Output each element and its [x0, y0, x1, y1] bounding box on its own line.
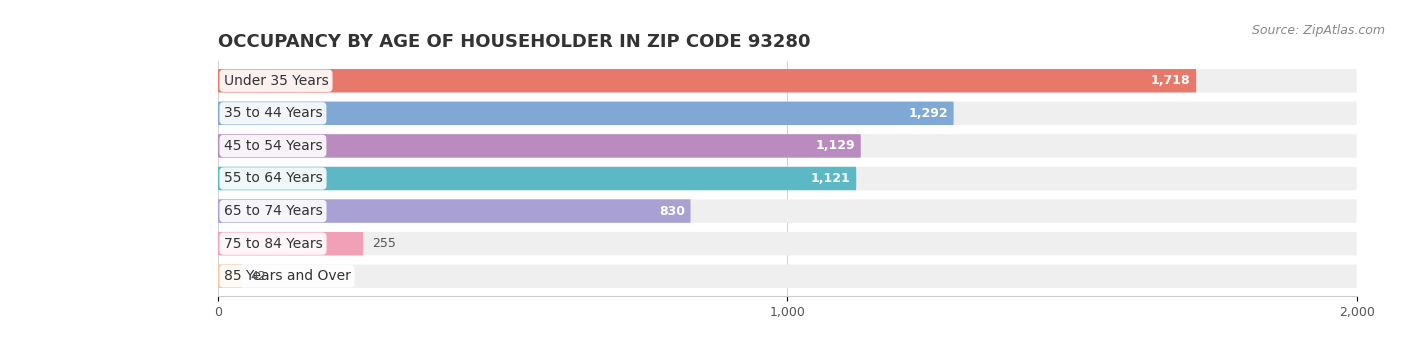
FancyBboxPatch shape: [218, 265, 242, 288]
Text: 1,121: 1,121: [811, 172, 851, 185]
Text: 42: 42: [250, 270, 266, 283]
Text: Source: ZipAtlas.com: Source: ZipAtlas.com: [1251, 24, 1385, 37]
FancyBboxPatch shape: [218, 69, 1197, 92]
FancyBboxPatch shape: [218, 134, 860, 158]
FancyBboxPatch shape: [218, 199, 690, 223]
FancyBboxPatch shape: [218, 232, 363, 255]
Text: 55 to 64 Years: 55 to 64 Years: [224, 171, 322, 186]
FancyBboxPatch shape: [218, 167, 856, 190]
Text: 255: 255: [371, 237, 395, 250]
Text: 75 to 84 Years: 75 to 84 Years: [224, 237, 322, 251]
FancyBboxPatch shape: [218, 199, 1357, 223]
Text: 45 to 54 Years: 45 to 54 Years: [224, 139, 322, 153]
Text: 85 Years and Over: 85 Years and Over: [224, 269, 350, 283]
Text: 65 to 74 Years: 65 to 74 Years: [224, 204, 322, 218]
FancyBboxPatch shape: [218, 167, 1357, 190]
FancyBboxPatch shape: [218, 102, 953, 125]
Text: OCCUPANCY BY AGE OF HOUSEHOLDER IN ZIP CODE 93280: OCCUPANCY BY AGE OF HOUSEHOLDER IN ZIP C…: [218, 33, 810, 51]
Text: Under 35 Years: Under 35 Years: [224, 74, 329, 88]
FancyBboxPatch shape: [218, 69, 1357, 92]
Text: 830: 830: [659, 205, 685, 218]
Text: 1,129: 1,129: [815, 139, 855, 152]
Text: 35 to 44 Years: 35 to 44 Years: [224, 106, 322, 120]
FancyBboxPatch shape: [218, 265, 1357, 288]
FancyBboxPatch shape: [218, 134, 1357, 158]
FancyBboxPatch shape: [218, 102, 1357, 125]
Text: 1,718: 1,718: [1152, 74, 1191, 87]
Text: 1,292: 1,292: [908, 107, 948, 120]
FancyBboxPatch shape: [218, 232, 1357, 255]
